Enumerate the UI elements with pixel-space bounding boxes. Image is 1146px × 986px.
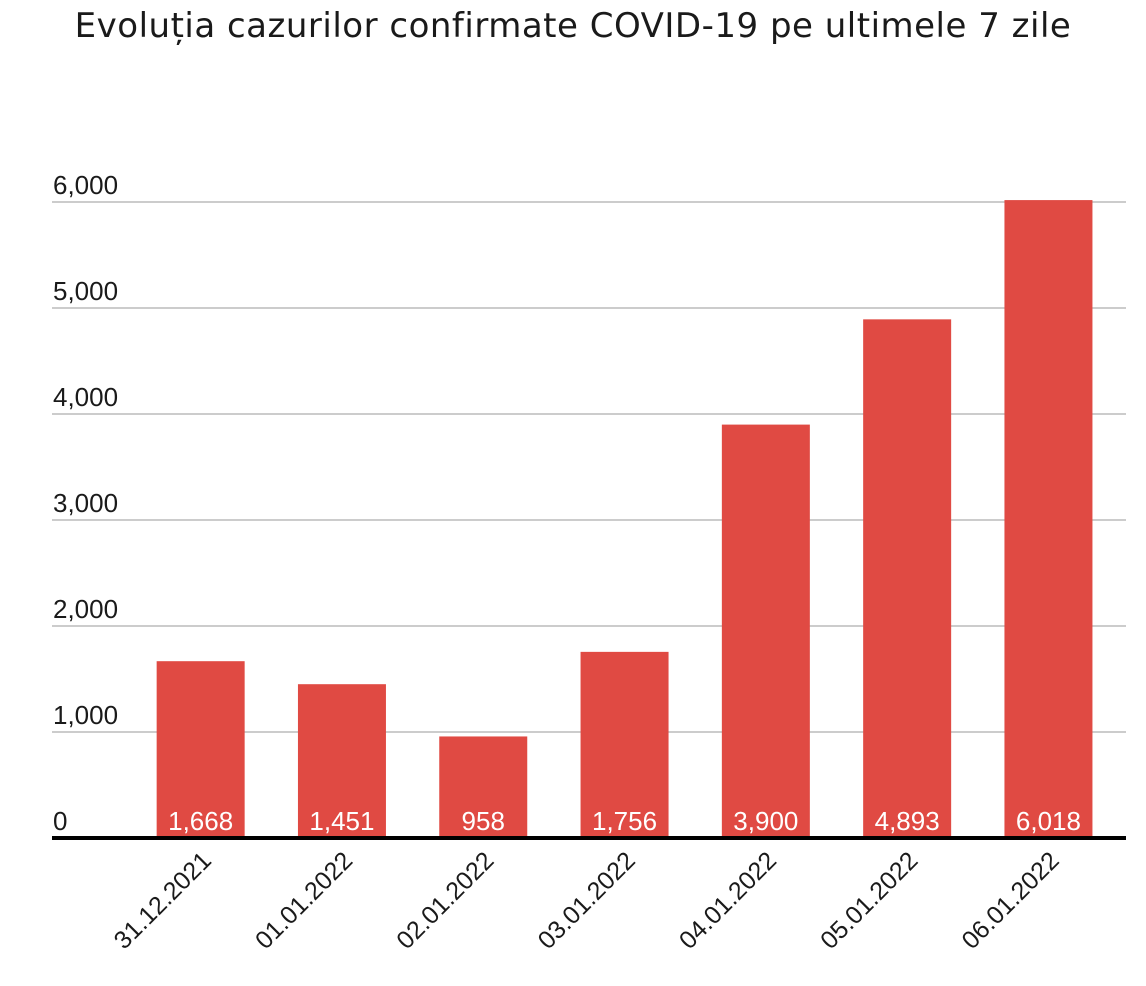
y-axis-tick-labels: 0 1,000 2,000 3,000 4,000 5,000 6,000 bbox=[53, 170, 118, 836]
bar bbox=[580, 651, 669, 838]
x-tick-label: 05.01.2022 bbox=[815, 846, 923, 954]
bar bbox=[863, 319, 952, 838]
bar-value-label: 3,900 bbox=[733, 806, 798, 836]
bar bbox=[156, 661, 245, 838]
x-tick-label: 02.01.2022 bbox=[391, 846, 499, 954]
x-tick-label: 04.01.2022 bbox=[674, 846, 782, 954]
bar-value-labels: 1,668 1,451 958 1,756 3,900 4,893 6,018 bbox=[168, 806, 1081, 836]
y-tick-label: 0 bbox=[53, 806, 67, 836]
y-tick-label: 3,000 bbox=[53, 488, 118, 518]
bars bbox=[156, 200, 1093, 839]
bar-value-label: 1,451 bbox=[309, 806, 374, 836]
y-tick-label: 1,000 bbox=[53, 700, 118, 730]
y-tick-label: 5,000 bbox=[53, 276, 118, 306]
chart-title: Evoluția cazurilor confirmate COVID-19 p… bbox=[74, 6, 1072, 46]
bar bbox=[297, 684, 386, 838]
bar-value-label: 6,018 bbox=[1016, 806, 1081, 836]
bar-value-label: 4,893 bbox=[875, 806, 940, 836]
x-tick-label: 03.01.2022 bbox=[533, 846, 641, 954]
x-tick-label: 01.01.2022 bbox=[250, 846, 358, 954]
y-tick-label: 6,000 bbox=[53, 170, 118, 200]
bar bbox=[721, 424, 810, 838]
x-axis-tick-labels: 31.12.2021 01.01.2022 02.01.2022 03.01.2022… bbox=[109, 846, 1065, 954]
x-tick-label: 31.12.2021 bbox=[109, 846, 217, 954]
bar-value-label: 1,756 bbox=[592, 806, 657, 836]
bar-value-label: 958 bbox=[462, 806, 505, 836]
y-tick-label: 2,000 bbox=[53, 594, 118, 624]
x-tick-label: 06.01.2022 bbox=[956, 846, 1064, 954]
bar bbox=[1004, 200, 1093, 839]
bar bbox=[439, 736, 528, 838]
y-tick-label: 4,000 bbox=[53, 382, 118, 412]
bar-value-label: 1,668 bbox=[168, 806, 233, 836]
